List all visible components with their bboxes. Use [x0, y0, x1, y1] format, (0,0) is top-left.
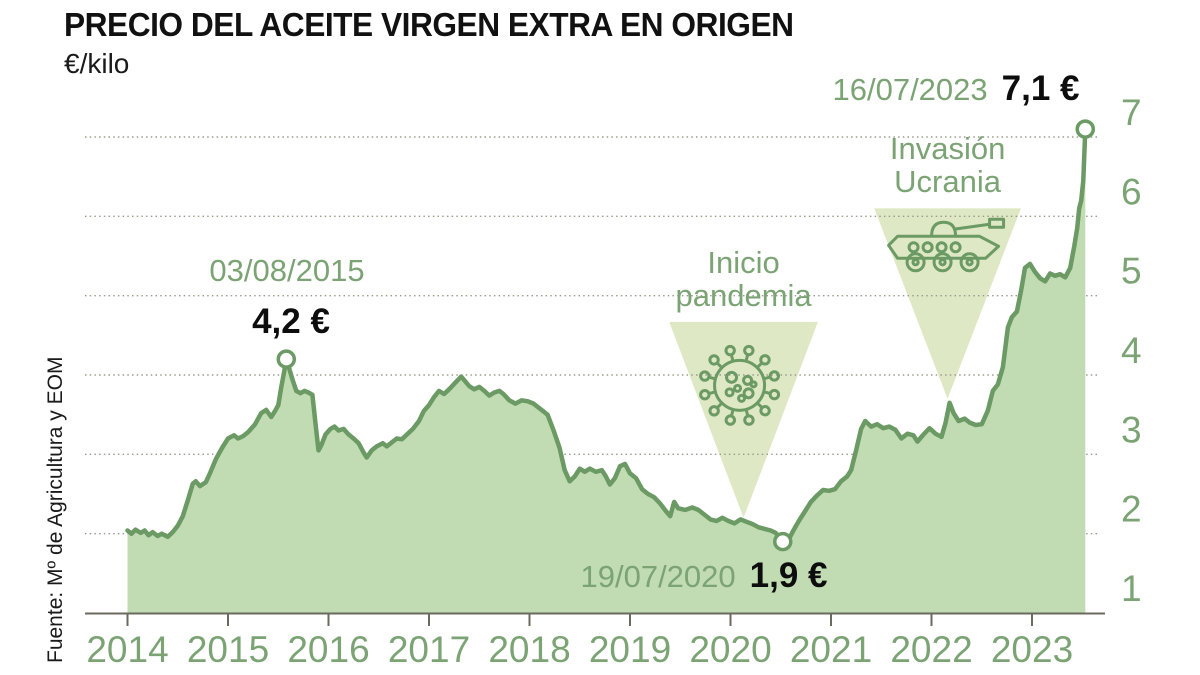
virus-icon	[699, 344, 781, 426]
y-axis-label: 7	[1121, 92, 1142, 133]
x-axis-label: 2014	[86, 629, 168, 670]
tank-icon	[887, 217, 1006, 273]
x-axis-label: 2017	[388, 629, 470, 670]
price-line	[125, 126, 1088, 544]
y-axis-label: 4	[1121, 330, 1142, 371]
event-label-ucrania: Invasión Ucrania	[890, 132, 1005, 198]
data-point-marker	[1075, 119, 1096, 139]
x-axis-label: 2015	[187, 629, 269, 670]
y-axis-label: 5	[1121, 251, 1142, 292]
annotation-date-2015: 03/08/2015	[209, 253, 365, 288]
x-axis-label: 2018	[488, 629, 570, 670]
event-label-line: Invasión	[889, 131, 1006, 167]
annotation-value-2020: 1,9 €	[749, 556, 828, 595]
x-axis-label: 2016	[287, 629, 369, 670]
x-axis-label: 2021	[790, 629, 872, 670]
annotation-date-2023: 16/07/2023	[832, 72, 988, 107]
data-point-marker	[276, 349, 297, 369]
annotation-value-2023: 7,1 €	[1001, 69, 1080, 108]
annotation-value-2015: 4,2 €	[252, 302, 330, 341]
page-title: PRECIO DEL ACEITE VIRGEN EXTRA EN ORIGEN	[64, 6, 794, 43]
event-label-line: Inicio	[707, 244, 780, 280]
price-area	[127, 129, 1086, 613]
y-axis-label: 6	[1121, 171, 1142, 212]
source-credit: Fuente: Mº de Agricultura y EOM	[44, 356, 67, 663]
x-axis-label: 2023	[991, 629, 1073, 670]
x-axis-label: 2020	[689, 629, 771, 670]
annotation-2020: 19/07/2020 1,9 €	[580, 556, 827, 596]
y-axis-label: 2	[1121, 489, 1142, 530]
annotation-2023: 16/07/2023 7,1 €	[832, 69, 1079, 109]
event-label-line: Ucrania	[894, 164, 1001, 200]
annotation-date-2020: 19/07/2020	[580, 559, 736, 594]
y-axis-label: 1	[1121, 568, 1142, 609]
axis-unit-label: €/kilo	[64, 48, 130, 79]
y-axis-label: 3	[1121, 409, 1142, 450]
x-axis-label: 2022	[890, 629, 972, 670]
event-label-pandemia: Inicio pandemia	[675, 246, 811, 312]
x-axis-label: 2019	[589, 629, 671, 670]
data-point-marker	[773, 531, 793, 552]
event-label-line: pandemia	[675, 277, 812, 313]
